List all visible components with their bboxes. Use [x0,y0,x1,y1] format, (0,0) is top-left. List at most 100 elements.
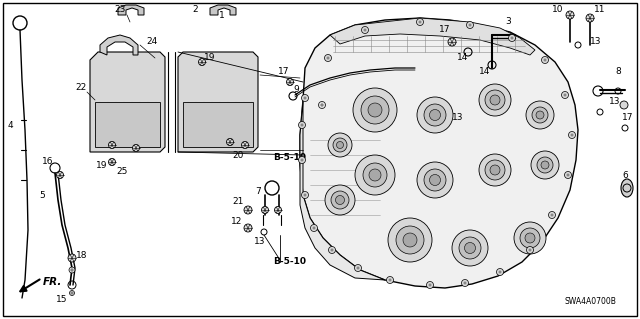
Circle shape [244,224,252,232]
Text: 4: 4 [7,121,13,130]
Circle shape [335,196,344,204]
Circle shape [520,228,540,248]
Circle shape [417,97,453,133]
Text: 5: 5 [39,190,45,199]
Text: 22: 22 [76,84,86,93]
Text: 19: 19 [96,160,108,169]
Circle shape [497,269,504,276]
Circle shape [331,191,349,209]
Circle shape [287,78,294,85]
Circle shape [56,172,63,179]
Circle shape [526,101,554,129]
Circle shape [448,38,456,46]
Circle shape [511,36,513,40]
Circle shape [461,279,468,286]
Circle shape [417,19,424,26]
Circle shape [326,56,330,60]
Circle shape [303,97,307,100]
Polygon shape [210,5,236,15]
Circle shape [424,169,446,191]
Text: 1: 1 [219,11,225,19]
Circle shape [298,122,305,129]
Circle shape [333,138,347,152]
Circle shape [541,56,548,63]
Circle shape [310,225,317,232]
Text: 17: 17 [439,26,451,34]
Circle shape [563,93,566,97]
Text: 18: 18 [76,250,88,259]
Circle shape [536,111,544,119]
Circle shape [532,107,548,123]
Circle shape [566,11,574,19]
Circle shape [509,34,515,41]
Circle shape [541,161,549,169]
Circle shape [463,281,467,285]
Text: B-5-10: B-5-10 [273,257,307,266]
Circle shape [132,145,140,152]
Circle shape [275,206,282,213]
Circle shape [548,211,556,219]
Circle shape [529,249,531,251]
Circle shape [537,157,553,173]
Circle shape [485,160,505,180]
Text: 25: 25 [116,167,128,176]
Circle shape [328,247,335,254]
Polygon shape [178,52,258,152]
Circle shape [244,206,252,214]
Text: 17: 17 [278,68,290,77]
Polygon shape [330,18,535,55]
Text: 3: 3 [505,18,511,26]
Text: 19: 19 [204,54,216,63]
Circle shape [490,95,500,105]
Text: SWA4A0700B: SWA4A0700B [564,298,616,307]
Circle shape [525,233,535,243]
Circle shape [467,21,474,28]
Circle shape [403,233,417,247]
Circle shape [490,165,500,175]
Circle shape [586,14,594,22]
Text: 9: 9 [293,85,299,94]
Circle shape [424,104,446,126]
Text: 24: 24 [147,38,157,47]
Text: B-5-10: B-5-10 [273,153,307,162]
Text: 10: 10 [552,5,564,14]
Text: 13: 13 [609,98,621,107]
Circle shape [301,159,303,161]
Circle shape [620,101,628,109]
Polygon shape [300,18,578,288]
Circle shape [363,163,387,187]
Circle shape [369,169,381,181]
Circle shape [387,277,394,284]
Text: 13: 13 [254,238,266,247]
Circle shape [301,94,308,101]
Text: 15: 15 [56,295,68,305]
Circle shape [328,133,352,157]
Circle shape [330,249,333,251]
Circle shape [312,226,316,229]
Circle shape [566,174,570,176]
Circle shape [388,278,392,281]
Circle shape [429,109,440,121]
Circle shape [396,226,424,254]
Circle shape [319,101,326,108]
Polygon shape [100,35,138,55]
Text: FR.: FR. [42,277,61,287]
Circle shape [362,26,369,33]
Circle shape [570,133,573,137]
Circle shape [325,185,355,215]
Text: 21: 21 [232,197,244,206]
Circle shape [298,157,305,164]
Circle shape [355,264,362,271]
Circle shape [452,230,488,266]
Circle shape [465,242,476,254]
Circle shape [368,103,382,117]
Circle shape [364,28,367,32]
Circle shape [109,142,115,149]
Circle shape [303,194,307,197]
Circle shape [561,92,568,99]
Circle shape [69,267,75,273]
Text: 16: 16 [42,158,54,167]
Circle shape [499,271,502,273]
Text: 20: 20 [232,151,244,160]
Circle shape [262,206,269,213]
